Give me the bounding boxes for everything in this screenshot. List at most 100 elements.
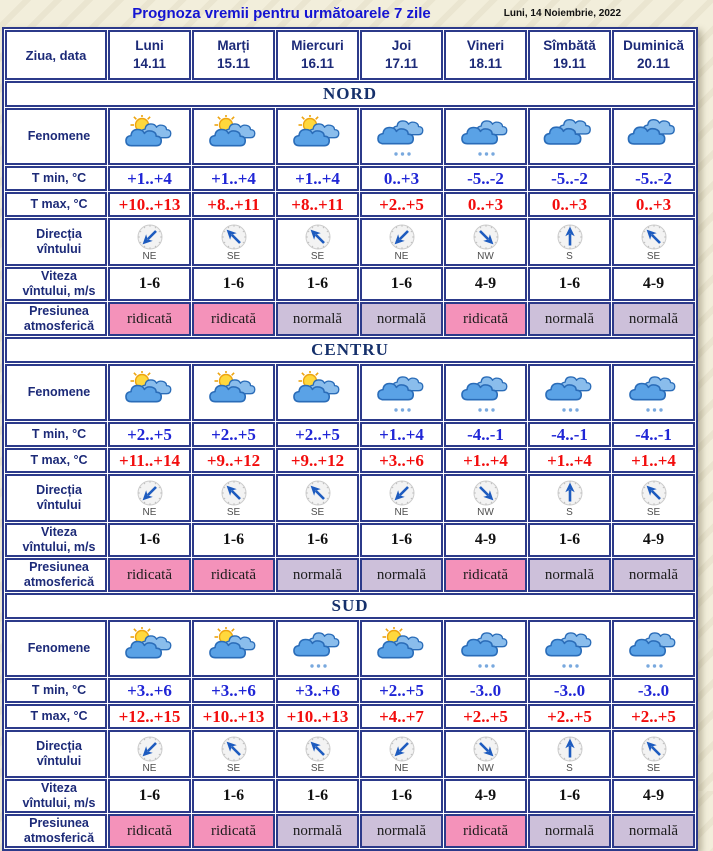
pressure-cell: normală — [612, 814, 695, 848]
wind-speed-cell: 1-6 — [276, 267, 359, 301]
tmax-value-cell: +2..+5 — [528, 704, 611, 729]
row-label-phenomena: Fenomene — [5, 364, 107, 421]
day-header-cell: Duminică 20.11 — [612, 30, 695, 80]
wind-direction-cell: SE — [192, 474, 275, 522]
page-title: Prognoza vremii pentru următoarele 7 zil… — [132, 5, 431, 22]
compass-arrow-icon — [473, 736, 498, 761]
wind-speed-cell: 4-9 — [612, 267, 695, 301]
tmin-value-cell: -5..-2 — [612, 166, 695, 191]
wind-direction-label: SE — [226, 762, 241, 774]
wind-direction-label: NE — [142, 250, 157, 262]
compass-arrow-icon — [305, 736, 330, 761]
tmin-value-cell: +2..+5 — [360, 678, 443, 703]
pressure-cell: normală — [528, 302, 611, 336]
pressure-cell: normală — [612, 558, 695, 592]
clouds-drizzle-icon — [376, 375, 423, 412]
wind-direction-label: SE — [646, 762, 661, 774]
phenomena-cell — [612, 108, 695, 165]
day-header-cell: Joi 17.11 — [360, 30, 443, 80]
wind-direction-cell: S — [528, 730, 611, 778]
wind-direction-cell: NE — [360, 730, 443, 778]
tmax-value-cell: 0..+3 — [612, 192, 695, 217]
clouds-drizzle-icon — [544, 631, 591, 668]
sun-clouds-icon — [124, 626, 171, 659]
row-label-wind-speed: Viteza vîntului, m/s — [5, 523, 107, 557]
compass-arrow-icon — [137, 736, 162, 761]
day-name: Joi — [391, 37, 412, 53]
wind-direction-label: SE — [646, 250, 661, 262]
phenomena-cell — [108, 364, 191, 421]
wind-direction-label: NE — [394, 250, 409, 262]
wind-speed-cell: 1-6 — [360, 779, 443, 813]
tmin-value-cell: -5..-2 — [444, 166, 527, 191]
tmin-value-cell: +2..+5 — [108, 422, 191, 447]
tmin-value-cell: -3..0 — [528, 678, 611, 703]
day-name: Vineri — [466, 37, 505, 53]
tmax-value-cell: +4..+7 — [360, 704, 443, 729]
tmin-value-cell: -4..-1 — [528, 422, 611, 447]
phenomena-cell — [276, 108, 359, 165]
tmax-value-cell: 0..+3 — [444, 192, 527, 217]
tmin-value-cell: +3..+6 — [192, 678, 275, 703]
wind-direction-cell: SE — [276, 474, 359, 522]
wind-speed-cell: 1-6 — [528, 523, 611, 557]
wind-direction-label: NE — [394, 506, 409, 518]
clouds-drizzle-icon — [460, 631, 507, 668]
pressure-cell: normală — [528, 558, 611, 592]
phenomena-cell — [192, 364, 275, 421]
pressure-cell: ridicată — [192, 814, 275, 848]
tmin-value-cell: +1..+4 — [360, 422, 443, 447]
tmax-value-cell: +11..+14 — [108, 448, 191, 473]
tmin-value-cell: +1..+4 — [108, 166, 191, 191]
wind-direction-cell: SE — [276, 730, 359, 778]
wind-speed-cell: 1-6 — [192, 523, 275, 557]
row-label-wind-direction: Direcția vîntului — [5, 218, 107, 266]
row-label-phenomena: Fenomene — [5, 620, 107, 677]
sun-clouds-icon — [292, 370, 339, 403]
weather-forecast-page: Prognoza vremii pentru următoarele 7 zil… — [2, 5, 698, 851]
pressure-cell: ridicată — [444, 558, 527, 592]
phenomena-cell — [108, 108, 191, 165]
tmin-value-cell: +1..+4 — [276, 166, 359, 191]
day-name: Duminică — [623, 37, 684, 53]
region-band-cell: CENTRU — [5, 337, 695, 363]
wind-direction-label: SE — [226, 250, 241, 262]
wind-direction-label: NW — [477, 762, 494, 774]
day-header-cell: Luni 14.11 — [108, 30, 191, 80]
phenomena-cell — [192, 620, 275, 677]
compass-arrow-icon — [221, 224, 246, 249]
tmax-value-cell: +2..+5 — [360, 192, 443, 217]
clouds-icon — [543, 118, 591, 145]
day-name: Sîmbătă — [543, 37, 596, 53]
day-name: Marți — [217, 37, 250, 53]
tmin-value-cell: -4..-1 — [444, 422, 527, 447]
compass-arrow-icon — [389, 480, 414, 505]
wind-direction-label: NE — [142, 762, 157, 774]
sun-clouds-icon — [208, 626, 255, 659]
pressure-cell: normală — [276, 302, 359, 336]
wind-speed-cell: 1-6 — [108, 267, 191, 301]
tmax-value-cell: +8..+11 — [276, 192, 359, 217]
compass-arrow-icon — [389, 224, 414, 249]
row-label-tmin: T min, °C — [5, 678, 107, 703]
day-date: 20.11 — [636, 56, 671, 71]
day-name: Luni — [135, 37, 164, 53]
tmax-value-cell: +2..+5 — [444, 704, 527, 729]
phenomena-cell — [612, 620, 695, 677]
compass-arrow-icon — [389, 736, 414, 761]
wind-direction-cell: NE — [108, 218, 191, 266]
phenomena-cell — [192, 108, 275, 165]
pressure-cell: ridicată — [108, 302, 191, 336]
wind-direction-cell: NW — [444, 218, 527, 266]
wind-speed-cell: 4-9 — [444, 523, 527, 557]
compass-arrow-icon — [557, 480, 582, 505]
row-label-tmax: T max, °C — [5, 192, 107, 217]
pressure-cell: ridicată — [444, 814, 527, 848]
wind-speed-cell: 1-6 — [276, 779, 359, 813]
phenomena-cell — [444, 620, 527, 677]
tmin-value-cell: -4..-1 — [612, 422, 695, 447]
wind-direction-label: SE — [226, 506, 241, 518]
compass-arrow-icon — [641, 736, 666, 761]
day-name: Miercuri — [291, 37, 344, 53]
row-label-pressure: Presiunea atmosferică — [5, 558, 107, 592]
